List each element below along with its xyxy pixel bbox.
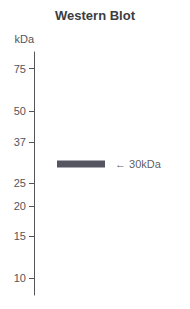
svg-text:15: 15 (14, 230, 26, 242)
svg-text:50: 50 (14, 105, 26, 117)
svg-text:25: 25 (14, 177, 26, 189)
svg-text:kDa: kDa (14, 33, 34, 45)
svg-text:← 30kDa: ← 30kDa (115, 158, 162, 170)
svg-text:75: 75 (14, 63, 26, 75)
svg-text:37: 37 (14, 136, 26, 148)
svg-text:20: 20 (14, 200, 26, 212)
svg-text:10: 10 (14, 272, 26, 284)
svg-text:Western Blot: Western Blot (55, 8, 136, 23)
